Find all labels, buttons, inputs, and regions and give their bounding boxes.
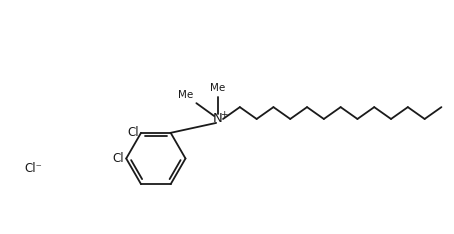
Text: Cl⁻: Cl⁻ [25,162,42,175]
Text: Me: Me [178,90,193,100]
Text: +: + [220,110,227,119]
Text: N: N [213,113,223,125]
Text: Cl: Cl [128,126,139,139]
Text: Me: Me [211,83,226,93]
Text: Cl: Cl [113,152,124,165]
